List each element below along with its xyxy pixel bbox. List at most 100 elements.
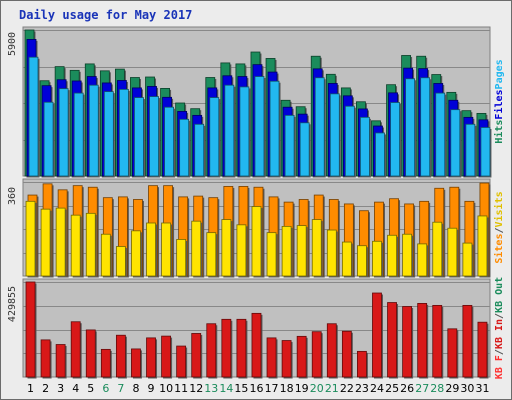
x-tick-4: 4 [72,382,79,395]
legend-hits_files_pages: HitsFilesPages [493,59,505,143]
bar-kb-in-18 [281,340,292,378]
x-tick-9: 9 [148,382,155,395]
legend-entry: / [494,313,505,319]
bar-kb-in-26 [402,306,413,378]
x-tick-17: 17 [265,382,279,395]
series-sites_visits-visits [25,200,489,278]
bar-visits-22 [341,241,352,277]
bar-pages-25 [390,102,400,177]
bar-kb-in-14 [221,318,232,378]
bar-pages-9 [149,96,159,177]
x-tick-21: 21 [325,382,339,395]
bar-pages-12 [194,123,205,177]
bar-visits-28 [432,221,443,277]
bar-visits-14 [221,219,232,277]
bar-visits-29 [447,227,458,277]
bar-pages-8 [134,97,144,177]
x-tick-7: 7 [117,382,124,395]
bar-visits-30 [462,242,473,277]
x-tick-13: 13 [204,382,218,395]
bar-pages-28 [435,92,446,177]
bar-visits-20 [311,219,322,277]
bar-visits-15 [236,224,247,277]
bar-kb-in-11 [176,345,187,378]
y-max-label-sites_visits: 360 [7,187,18,205]
legend-entry: Files [493,89,505,119]
x-tick-28: 28 [430,382,444,395]
legend-entry: Visits [493,191,505,227]
bar-visits-10 [161,222,171,277]
bar-kb-in-16 [251,312,262,378]
bar-pages-21 [329,93,340,177]
bar-visits-8 [131,230,141,277]
bar-kb-in-8 [131,348,141,378]
bar-kb-in-25 [387,302,397,378]
bar-pages-15 [239,86,250,177]
x-tick-3: 3 [57,382,64,395]
bar-pages-20 [314,77,325,177]
bar-kb-in-10 [161,335,171,378]
bar-pages-18 [284,114,295,177]
panel-sites_visits: 360 Sites/Visits [7,178,505,278]
bar-visits-4 [70,214,81,277]
bar-kb-in-24 [372,292,382,378]
bar-kb-in-31 [477,321,488,378]
legend-entry: / [494,227,505,233]
bar-pages-19 [299,122,310,177]
bar-visits-2 [40,208,51,277]
x-tick-16: 16 [250,382,264,395]
x-tick-2: 2 [42,382,49,395]
x-tick-6: 6 [102,382,109,395]
legend-entry: KB Out [494,277,505,313]
bar-visits-17 [266,232,277,277]
bar-kb-in-22 [341,330,352,378]
bar-visits-1 [25,200,36,277]
bar-pages-1 [28,56,39,177]
x-tick-23: 23 [355,382,369,395]
bar-visits-27 [417,243,428,277]
bar-pages-22 [344,105,355,177]
bar-visits-11 [176,239,187,277]
bar-kb-in-9 [146,337,156,378]
bar-pages-14 [224,84,235,177]
bar-kb-in-21 [326,323,337,378]
bar-visits-19 [296,225,307,277]
x-tick-29: 29 [445,382,459,395]
bar-visits-23 [357,245,367,277]
bar-pages-23 [360,116,370,177]
bar-visits-7 [115,246,126,277]
bar-kb-in-28 [432,304,443,378]
bar-pages-31 [480,127,491,177]
x-tick-19: 19 [295,382,309,395]
series-kbytes-kb-in [25,281,489,379]
x-tick-1: 1 [27,382,34,395]
bar-visits-13 [206,232,217,277]
legend-entry: Hits [493,120,505,144]
bar-pages-5 [88,84,99,177]
bar-pages-3 [58,88,69,177]
bar-pages-30 [465,123,476,177]
bar-pages-24 [375,132,385,177]
chart-title: Daily usage for May 2017 [19,8,193,22]
bar-kb-in-4 [70,321,81,378]
bar-visits-6 [100,233,111,277]
x-tick-8: 8 [132,382,139,395]
bar-visits-5 [85,212,96,277]
bar-visits-21 [326,229,337,277]
series-hits_files_pages-pages [28,56,492,178]
x-tick-12: 12 [189,382,203,395]
legend-sites_visits: Sites/Visits [493,191,505,263]
x-tick-27: 27 [415,382,429,395]
bar-kb-in-20 [311,331,322,378]
bar-kb-in-2 [40,339,51,378]
legend-entry: KB F [494,355,505,379]
legend-entry: Pages [494,59,505,89]
bar-kb-in-13 [206,323,217,378]
y-max-label-hits_files_pages: 5900 [7,32,18,56]
bar-pages-26 [405,78,416,177]
bar-kb-in-30 [462,304,473,378]
bar-visits-24 [372,240,382,277]
bar-kb-in-15 [236,318,247,378]
